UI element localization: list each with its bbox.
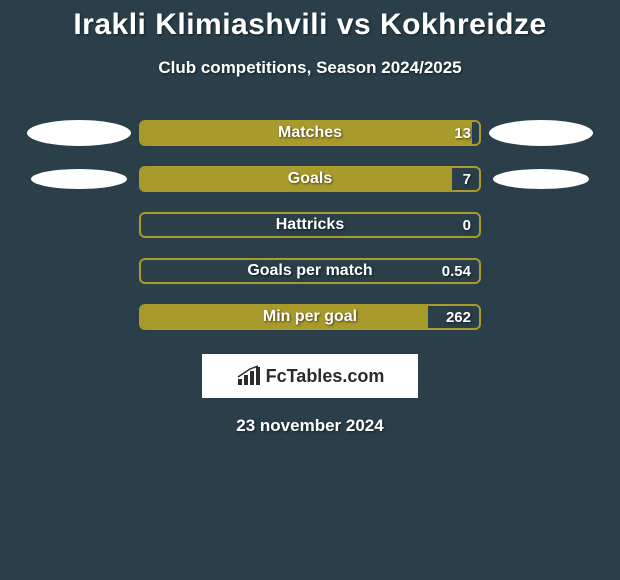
logo: FcTables.com bbox=[236, 365, 385, 387]
ellipse-icon bbox=[489, 120, 593, 146]
stat-value: 262 bbox=[446, 306, 471, 328]
stat-row: Matches13 bbox=[0, 120, 620, 146]
bar-chart-icon bbox=[236, 365, 262, 387]
stat-row: Goals7 bbox=[0, 166, 620, 192]
logo-box: FcTables.com bbox=[202, 354, 418, 398]
stat-value: 13 bbox=[454, 122, 471, 144]
stat-label: Min per goal bbox=[141, 306, 479, 328]
stat-label: Goals bbox=[141, 168, 479, 190]
comparison-infographic: Irakli Klimiashvili vs Kokhreidze Club c… bbox=[0, 0, 620, 436]
stat-bar: Hattricks0 bbox=[139, 212, 481, 238]
ellipse-icon bbox=[31, 169, 127, 189]
right-indicator bbox=[481, 120, 601, 146]
stat-label: Matches bbox=[141, 122, 479, 144]
page-title: Irakli Klimiashvili vs Kokhreidze bbox=[0, 8, 620, 42]
stat-label: Hattricks bbox=[141, 214, 479, 236]
right-indicator bbox=[481, 169, 601, 189]
stat-value: 0.54 bbox=[442, 260, 471, 282]
ellipse-icon bbox=[27, 120, 131, 146]
date-label: 23 november 2024 bbox=[0, 416, 620, 436]
stat-bar: Min per goal262 bbox=[139, 304, 481, 330]
logo-text: FcTables.com bbox=[266, 366, 385, 387]
stat-value: 0 bbox=[463, 214, 471, 236]
stat-row: Goals per match0.54 bbox=[0, 258, 620, 284]
left-indicator bbox=[19, 120, 139, 146]
stat-row: Hattricks0 bbox=[0, 212, 620, 238]
stat-label: Goals per match bbox=[141, 260, 479, 282]
stat-bar: Goals per match0.54 bbox=[139, 258, 481, 284]
stat-bar: Matches13 bbox=[139, 120, 481, 146]
stat-value: 7 bbox=[463, 168, 471, 190]
stat-row: Min per goal262 bbox=[0, 304, 620, 330]
stat-rows: Matches13 Goals7 Hattricks0 Goals per match… bbox=[0, 120, 620, 330]
stat-bar: Goals7 bbox=[139, 166, 481, 192]
subtitle: Club competitions, Season 2024/2025 bbox=[0, 58, 620, 78]
left-indicator bbox=[19, 169, 139, 189]
ellipse-icon bbox=[493, 169, 589, 189]
